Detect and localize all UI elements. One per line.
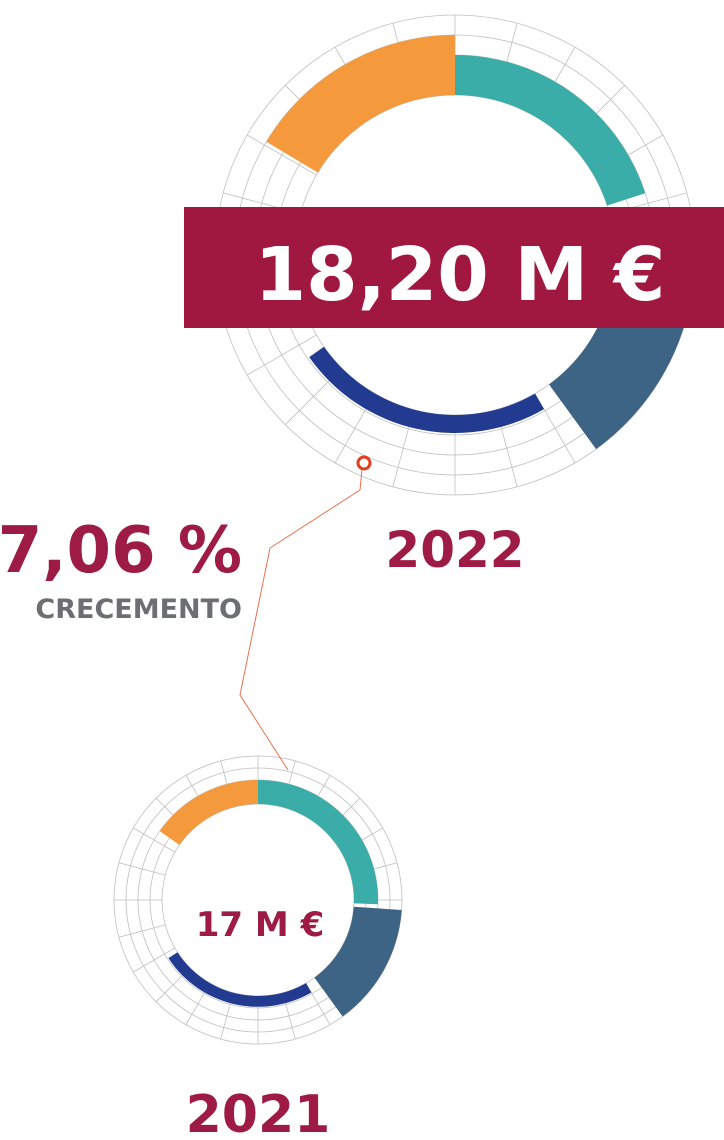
grid-spoke [118, 862, 166, 876]
segment [309, 346, 544, 433]
amount-banner [184, 207, 724, 328]
grid-ring [161, 803, 355, 997]
segment [168, 952, 312, 1007]
segment [314, 906, 402, 1017]
grid-spoke [133, 827, 176, 853]
segment [159, 780, 258, 845]
segment [266, 35, 455, 173]
connector-line [239, 468, 363, 771]
connector-dot [356, 455, 372, 471]
amount-2022: 18,20 M € [255, 232, 666, 318]
amount-2021: 17 M € [196, 905, 324, 945]
segment [455, 55, 646, 206]
growth-value: 7,06 % [0, 514, 242, 588]
grid-spoke [246, 134, 317, 176]
year-2021: 2021 [186, 1085, 331, 1140]
growth-label: CRECEMENTO [35, 594, 242, 625]
donut-2022 [214, 14, 696, 496]
segment [258, 780, 378, 905]
donut-2021 [113, 755, 403, 1045]
grid-spoke [246, 334, 317, 376]
grid-spoke [118, 924, 166, 938]
grid-spoke [133, 947, 176, 973]
year-2022: 2022 [385, 521, 524, 579]
grid-spoke [534, 393, 576, 464]
